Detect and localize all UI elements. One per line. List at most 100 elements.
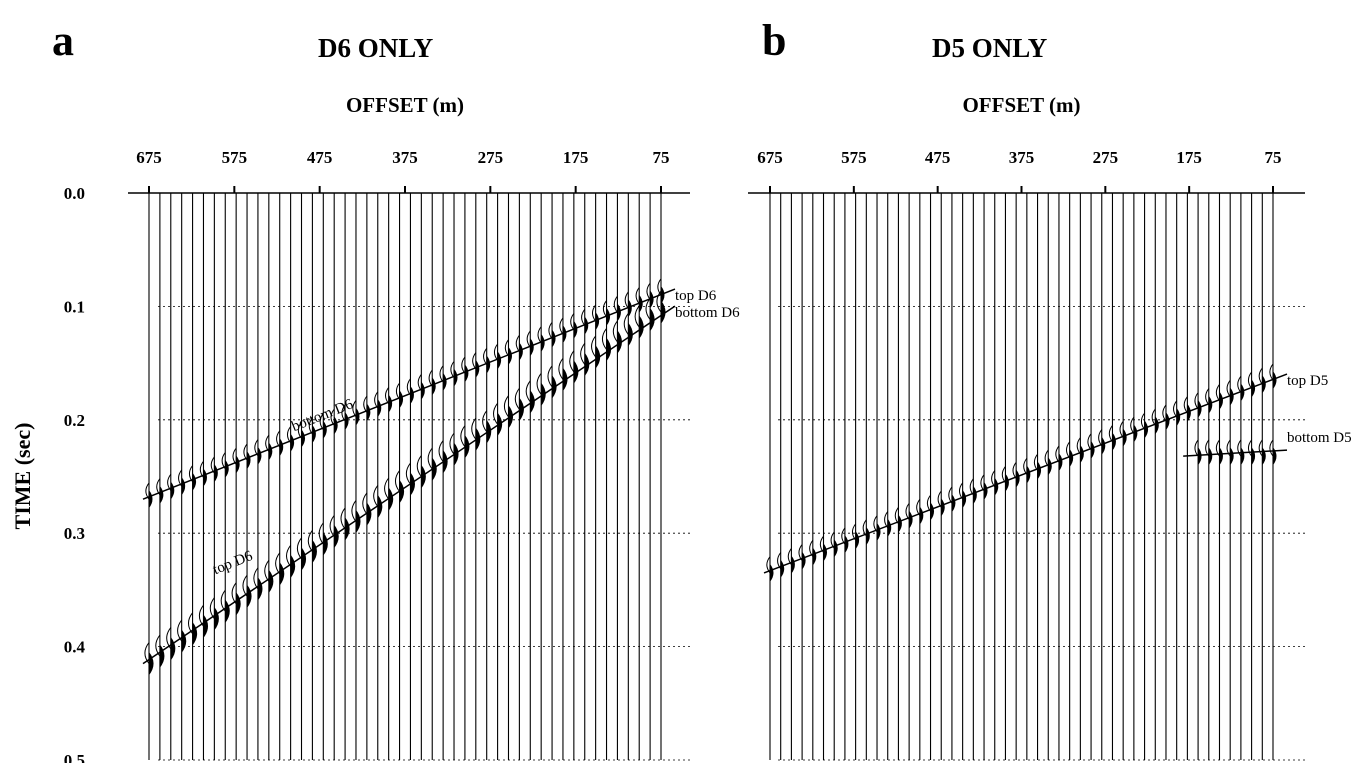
wavelet (388, 487, 394, 511)
wavelet (432, 377, 436, 396)
x-tick-label: 175 (1176, 148, 1202, 167)
x-tick-label: 175 (563, 148, 589, 167)
wavelet (1208, 395, 1213, 414)
wavelet (268, 569, 274, 594)
wavelet-trough (570, 313, 575, 331)
wavelet (780, 559, 785, 578)
wavelet-trough (624, 291, 629, 309)
wavelet (519, 342, 523, 361)
wavelet (421, 464, 426, 489)
wavelet (443, 449, 448, 474)
wavelet (628, 299, 632, 318)
wavelet (399, 479, 405, 504)
wavelet (203, 614, 209, 638)
event-annotation: top D5 (1287, 373, 1328, 389)
wavelet (214, 464, 218, 483)
wavelet-trough (394, 470, 400, 492)
wavelet (247, 584, 252, 608)
wavelet-trough (569, 350, 575, 373)
wavelet (225, 599, 230, 623)
wavelet-trough (253, 567, 259, 590)
wavelet-trough (613, 295, 618, 313)
wavelet-trough (591, 335, 597, 358)
y-tick-label: 0.4 (64, 638, 86, 657)
wavelet-trough (581, 308, 586, 326)
wavelet-trough (503, 395, 509, 418)
wavelet (290, 433, 295, 452)
wavelet (1240, 383, 1245, 402)
event-annotation: bottom D6 (675, 305, 740, 321)
wavelet-trough (612, 320, 618, 343)
wavelet-trough (602, 300, 607, 318)
wavelet (214, 607, 219, 631)
event-bottom-d6 (142, 278, 676, 509)
wavelet (1133, 424, 1138, 443)
shared-labels: TIME (sec) (10, 423, 35, 530)
wavelet (366, 502, 372, 526)
wavelet-trough (471, 417, 477, 440)
wavelet (770, 563, 774, 582)
wavelet (247, 451, 251, 470)
wavelet (1048, 457, 1052, 476)
wavelet (421, 381, 425, 400)
wavelet-trough (329, 515, 335, 537)
wavelet (454, 368, 458, 387)
wavelet (1219, 447, 1223, 466)
wavelet (628, 322, 633, 347)
wavelet (941, 498, 945, 517)
wavelet (1262, 375, 1266, 394)
x-tick-label: 375 (1009, 148, 1035, 167)
wavelet (268, 442, 273, 461)
wavelet-trough (1247, 371, 1253, 389)
wavelet (170, 636, 176, 661)
wavelet (203, 468, 207, 487)
x-axis-title: OFFSET (m) (962, 93, 1080, 117)
wavelet (388, 394, 393, 413)
wavelet (1230, 387, 1234, 406)
wavelet-trough (646, 282, 651, 300)
wavelet (443, 372, 447, 391)
wavelet (606, 337, 612, 362)
wavelet (508, 346, 512, 365)
wavelet-trough (482, 410, 488, 433)
wavelet (366, 403, 371, 422)
wavelet-trough (177, 619, 183, 642)
wavelet (1251, 379, 1256, 398)
traces (769, 193, 1274, 760)
wavelet (855, 531, 860, 550)
y-tick-label: 0.5 (64, 751, 85, 763)
wavelet (149, 490, 153, 509)
event-bottom-d5 (1183, 439, 1288, 466)
wavelet (475, 359, 480, 378)
wavelet-trough (559, 317, 564, 335)
wavelet-trough (601, 328, 607, 350)
wavelet-trough (1269, 363, 1274, 381)
wavelet-trough (634, 305, 640, 328)
wavelet (334, 416, 338, 435)
wavelet (170, 481, 175, 500)
wavelet (1069, 449, 1074, 468)
wavelet-trough (449, 432, 455, 455)
wavelet (1273, 447, 1277, 466)
wavelet-trough (1247, 439, 1253, 457)
wavelet-trough (493, 402, 498, 425)
wavelet (192, 621, 198, 646)
wavelet-trough (1258, 439, 1263, 457)
wavelet (1240, 447, 1245, 466)
wavelet (1219, 391, 1223, 410)
event-annotation: top D6 (211, 548, 256, 578)
wavelet (1208, 447, 1213, 466)
wavelet-trough (580, 343, 586, 365)
event-top-d6 (142, 290, 676, 676)
wavelet (301, 429, 306, 448)
wavelet (812, 547, 817, 566)
wavelet (1123, 428, 1127, 447)
wavelet-trough (1269, 439, 1274, 457)
wavelet (552, 329, 556, 348)
wavelet-trough (656, 290, 662, 313)
wavelet (334, 524, 339, 549)
wavelet (236, 455, 240, 474)
wavelet-trough (536, 372, 542, 395)
wavelet (909, 510, 913, 529)
wavelet-trough (514, 387, 520, 410)
